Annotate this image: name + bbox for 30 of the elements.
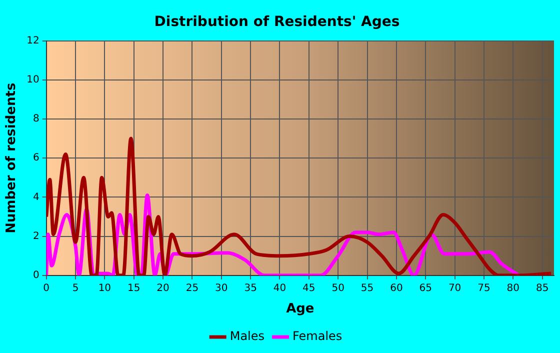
x-tick-label: 40 bbox=[273, 282, 286, 294]
x-tick-label: 80 bbox=[506, 282, 520, 294]
x-axis-title: Age bbox=[286, 302, 314, 317]
x-tick-label: 75 bbox=[478, 282, 490, 294]
x-tick-label: 65 bbox=[419, 282, 432, 294]
x-tick-label: 20 bbox=[156, 282, 170, 294]
y-tick-label: 6 bbox=[32, 152, 40, 164]
x-tick-label: 50 bbox=[332, 282, 344, 294]
legend-label: Females bbox=[292, 329, 342, 344]
x-tick-label: 60 bbox=[390, 282, 403, 294]
y-axis-title: Number of residents bbox=[4, 82, 20, 234]
x-tick-label: 70 bbox=[448, 282, 462, 294]
x-tick-label: 45 bbox=[302, 282, 316, 294]
y-tick-label: 12 bbox=[26, 35, 40, 46]
x-tick-label: 25 bbox=[186, 282, 199, 294]
x-tick-label: 15 bbox=[127, 282, 140, 294]
x-tick-label: 55 bbox=[360, 282, 374, 294]
x-tick-label: 85 bbox=[536, 282, 549, 294]
chart-title: Distribution of Residents' Ages bbox=[154, 14, 400, 30]
y-tick-label: 10 bbox=[26, 74, 40, 86]
x-tick-label: 35 bbox=[244, 282, 257, 294]
y-tick-label: 4 bbox=[32, 192, 40, 203]
y-tick-label: 0 bbox=[32, 270, 40, 281]
legend-label: Males bbox=[230, 329, 265, 344]
x-tick-label: 30 bbox=[215, 282, 228, 294]
y-tick-label: 2 bbox=[32, 230, 40, 242]
y-tick-label: 8 bbox=[32, 114, 40, 125]
x-tick-label: 5 bbox=[72, 282, 79, 294]
x-tick-label: 0 bbox=[43, 282, 50, 294]
x-tick-label: 10 bbox=[98, 282, 112, 294]
